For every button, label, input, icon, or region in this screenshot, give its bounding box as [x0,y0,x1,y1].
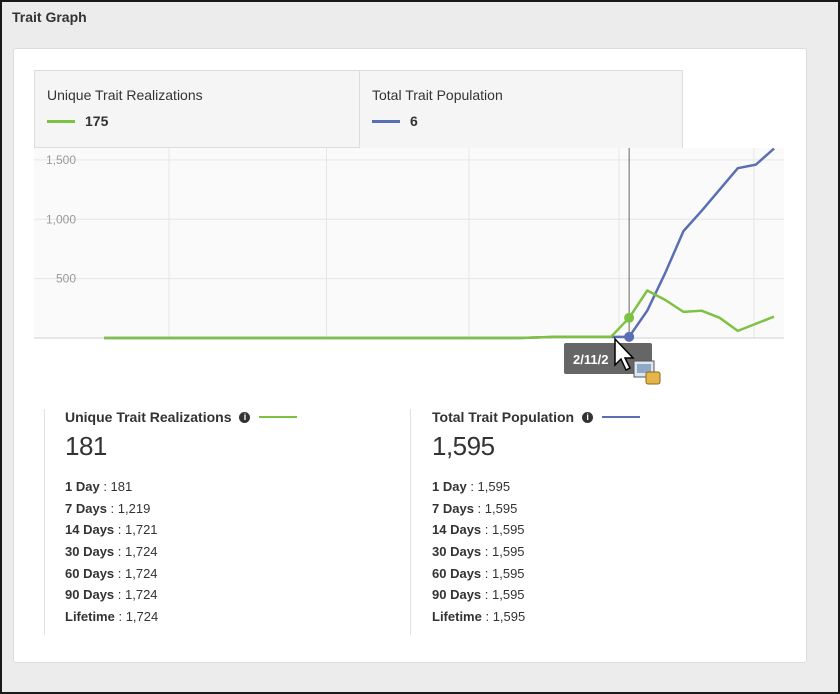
stat-period: 14 Days [65,522,115,538]
stat-separator: : [114,522,125,538]
stat-separator: : [481,565,492,581]
stat-separator: : [481,609,493,625]
stat-separator: : [99,479,111,494]
y-axis-tick-labels: 500 1,000 1,500 [46,153,76,286]
stat-period: Lifetime [65,609,115,625]
info-icon[interactable]: i [239,411,251,423]
stat-period: 1 Day [65,479,100,494]
hover-point-green [624,312,635,323]
legend-swatch-blue [602,416,641,418]
stat-value: 1,724 [125,544,158,560]
stat-separator: : [114,587,125,603]
y-tick-label: 1,500 [46,153,76,167]
stat-row: 7 Days : 1,219 [65,498,410,520]
y-tick-label: 1,000 [46,212,76,226]
stat-value: 1,595 [492,609,526,625]
stat-value: 1,721 [125,522,158,538]
stat-value: 1,724 [125,565,158,581]
date-tooltip: 2/11/2 [564,343,652,374]
series-line-unique-trait-realizations [104,289,775,340]
stat-separator: : [481,587,492,603]
stat-row: 1 Day : 181 [65,476,410,498]
tab-label: Unique Trait Realizations [47,87,203,103]
stat-period: 60 Days [432,565,482,581]
stat-row: 14 Days : 1,721 [65,519,410,541]
stats-unique-trait-realizations: Unique Trait Realizations i 181 1 Day : … [44,409,410,635]
info-icon[interactable]: i [582,411,594,423]
stat-row: 60 Days : 1,724 [65,563,410,585]
stat-row: 60 Days : 1,595 [432,563,790,585]
stats-total-trait-population: Total Trait Population i 1,595 1 Day : 1… [410,409,790,635]
stat-period: 7 Days [65,500,107,516]
stat-period: 30 Days [65,544,115,560]
stat-value: 1,595 [492,565,525,581]
stat-separator: : [473,500,485,516]
tab-value: 175 [85,113,109,129]
stat-period: Lifetime [432,609,482,625]
stat-row: 14 Days : 1,595 [432,519,790,541]
stat-value: 1,219 [117,500,151,516]
stat-row: 7 Days : 1,595 [432,498,790,520]
stat-period: 7 Days [432,500,474,516]
tooltip-text: 2/11/2 [573,352,608,367]
stat-row: 30 Days : 1,595 [432,541,790,563]
stat-row: Lifetime : 1,595 [432,606,790,628]
vertical-gridlines [168,148,755,338]
stat-row: 30 Days : 1,724 [65,541,410,563]
stat-separator: : [114,609,126,625]
trait-graph-panel: Unique Trait Realizations 175 Total Trai… [13,48,807,663]
stat-separator: : [481,544,492,560]
trait-line-chart[interactable]: 500 1,000 1,500 2/11/2 [14,49,808,409]
stat-value: 1,595 [492,522,525,538]
stat-value: 1,595 [492,587,525,603]
stat-row: 90 Days : 1,595 [432,584,790,606]
stat-row: 1 Day : 1,595 [432,476,790,498]
drag-copy-icon [633,360,661,385]
tab-unique-trait-realizations[interactable]: Unique Trait Realizations 175 [34,70,360,148]
stat-period: 1 Day [432,479,467,494]
stat-period: 60 Days [65,565,115,581]
stat-value: 181 [110,479,133,494]
stat-separator: : [466,479,478,494]
stat-value: 1,595 [492,544,525,560]
stat-separator: : [114,565,125,581]
legend-swatch-green [259,416,298,418]
stats-total: 181 [65,431,107,461]
stat-period: 90 Days [432,587,482,603]
stats-title: Unique Trait Realizations [65,409,232,425]
plot-background [34,148,784,338]
horizontal-gridlines [34,159,784,280]
section-title: Trait Graph [12,9,87,25]
tab-label: Total Trait Population [372,87,503,103]
stat-separator: : [481,522,492,538]
stats-period-list: 1 Day : 181 7 Days : 1,219 14 Days : 1,721… [65,476,410,628]
stat-period: 30 Days [432,544,482,560]
stat-value: 1,724 [125,587,158,603]
stat-separator: : [106,500,118,516]
series-swatch-green [47,119,75,123]
stat-period: 14 Days [432,522,482,538]
stats-title: Total Trait Population [432,409,575,425]
stat-value: 1,595 [477,479,511,494]
stats-period-list: 1 Day : 1,595 7 Days : 1,595 14 Days : 1,5… [432,476,790,628]
hover-point-blue [624,331,635,342]
tab-value: 6 [410,113,418,129]
series-swatch-blue [372,119,400,123]
y-tick-label: 500 [56,272,76,286]
mouse-cursor-icon [614,337,635,372]
stat-value: 1,724 [125,609,159,625]
stat-separator: : [114,544,125,560]
stat-row: Lifetime : 1,724 [65,606,410,628]
stat-period: 90 Days [65,587,115,603]
stats-total: 1,595 [432,431,495,461]
tab-total-trait-population[interactable]: Total Trait Population 6 [359,70,683,148]
stat-row: 90 Days : 1,724 [65,584,410,606]
stat-value: 1,595 [484,500,518,516]
